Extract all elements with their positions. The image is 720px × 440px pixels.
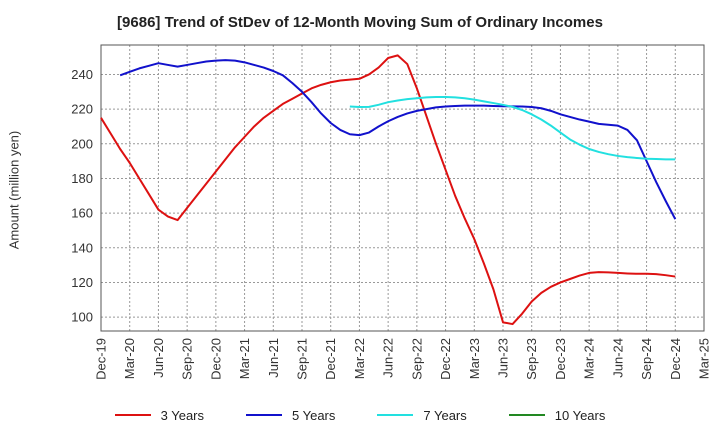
x-tick-label: Mar-24	[582, 338, 597, 379]
x-tick-label: Mar-23	[467, 338, 482, 379]
x-tick-label: Mar-22	[352, 338, 367, 379]
legend-swatch	[114, 414, 151, 416]
legend: 3 Years 5 Years 7 Years 10 Years	[0, 405, 720, 425]
x-tick-label: Sep-21	[295, 338, 310, 380]
series-line-5-years	[119, 59, 677, 220]
y-tick-label: 200	[71, 136, 93, 151]
chart-title: [9686] Trend of StDev of 12-Month Moving…	[117, 14, 603, 31]
x-tick-label: Dec-24	[668, 338, 683, 380]
y-tick-label: 240	[71, 67, 93, 82]
x-tick-label: Sep-20	[180, 338, 195, 380]
y-tick-label: 180	[71, 171, 93, 186]
x-tick-label: Mar-21	[237, 338, 252, 379]
legend-item: 5 Years	[246, 408, 335, 423]
x-tick-label: Jun-20	[151, 338, 166, 378]
plot-frame	[100, 44, 705, 332]
legend-label: 10 Years	[554, 407, 606, 423]
x-tick-label: Sep-22	[409, 338, 424, 380]
x-tick-label: Sep-23	[524, 338, 539, 380]
series-line-3-years	[100, 54, 676, 326]
x-tick-label: Jun-22	[381, 338, 396, 378]
x-tick-label: Dec-21	[323, 338, 338, 380]
x-tick-label: Dec-20	[208, 338, 223, 380]
x-tick-label: Jun-24	[610, 338, 625, 378]
y-tick-label: 120	[71, 275, 93, 290]
legend-label: 5 Years	[292, 407, 336, 423]
legend-item: 10 Years	[508, 407, 606, 423]
legend-swatch	[508, 414, 545, 416]
legend-label: 7 Years	[423, 407, 467, 423]
legend-item: 3 Years	[114, 407, 204, 423]
x-tick-label: Dec-22	[438, 338, 453, 380]
legend-swatch	[377, 414, 414, 416]
axes: 100 120 140 160 180 200 220 240 Dec-19 Mar-20 Jun-…	[71, 44, 712, 380]
legend-item: 7 Years	[377, 407, 467, 423]
x-tick-label: Sep-24	[639, 338, 654, 380]
series-line-7-years	[349, 96, 676, 161]
x-tick-label: Mar-25	[697, 338, 712, 379]
y-tick-label: 220	[71, 102, 93, 117]
x-tick-label: Jun-23	[496, 338, 511, 378]
y-tick-label: 100	[71, 310, 93, 325]
x-tick-label: Dec-23	[553, 338, 568, 380]
series-lines	[100, 54, 677, 326]
y-tick-label: 160	[71, 206, 93, 221]
y-axis-label: Amount (million yen)	[6, 130, 22, 250]
legend-label: 3 Years	[160, 407, 204, 423]
x-tick-label: Mar-20	[122, 338, 137, 379]
x-tick-label: Jun-21	[266, 338, 281, 378]
grid	[101, 45, 704, 331]
legend-swatch	[246, 414, 282, 416]
x-tick-label: Dec-19	[94, 338, 109, 380]
y-tick-label: 140	[71, 240, 93, 255]
